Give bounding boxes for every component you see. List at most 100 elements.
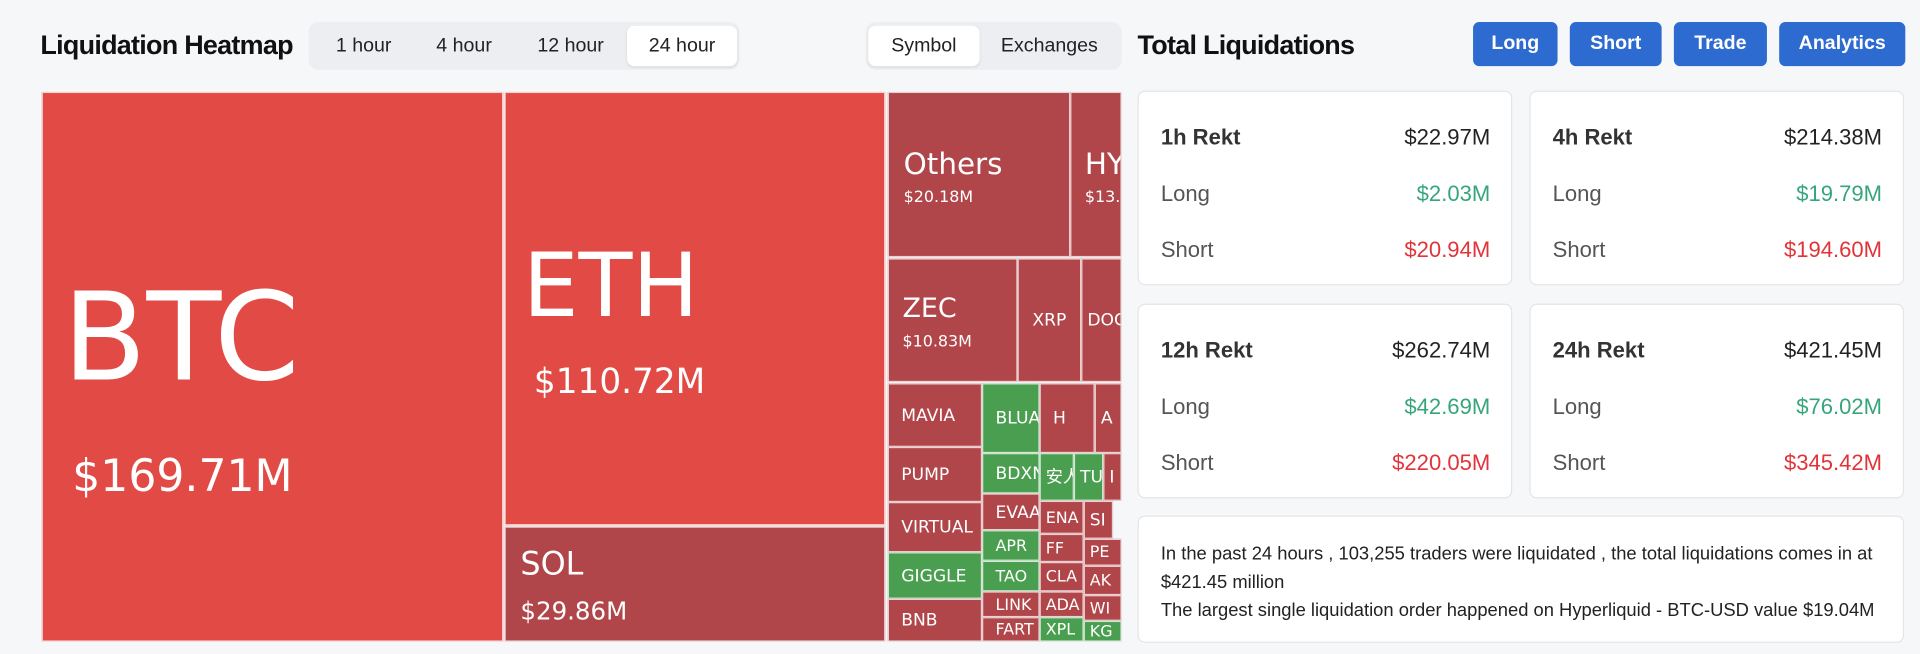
tile-symbol: 安人	[1045, 467, 1073, 488]
tile-symbol: LINK	[995, 595, 1032, 615]
tile-symbol: SI	[1089, 510, 1106, 531]
tile-symbol: BDXN	[995, 464, 1039, 484]
heatmap-tile[interactable]: FF	[1039, 533, 1084, 563]
short-label: Short	[1160, 237, 1214, 263]
heatmap-tile[interactable]: FART	[982, 617, 1040, 642]
tile-symbol: MAVIA	[901, 406, 956, 426]
heatmap-tile[interactable]: ETH $110.72M	[504, 91, 886, 526]
heatmap-tile[interactable]: ENA	[1039, 500, 1084, 534]
totals-title: Total Liquidations	[1137, 29, 1355, 61]
long-value: $19.79M	[1796, 181, 1883, 206]
heatmap-tile[interactable]: LINK	[982, 591, 1040, 618]
heatmap-tile[interactable]: BDXN	[982, 453, 1040, 494]
tile-symbol: PE	[1089, 543, 1110, 563]
heatmap-tile[interactable]: DOG	[1081, 258, 1122, 383]
card-total: $22.97M	[1404, 124, 1491, 150]
time-tab[interactable]: 12 hour	[537, 35, 604, 57]
tile-symbol: TAO	[995, 567, 1028, 587]
heatmap-tile[interactable]: WI	[1083, 595, 1122, 621]
long-label: Long	[1160, 394, 1210, 419]
tile-value: $20.18M	[903, 188, 974, 208]
heatmap-tile[interactable]: PUMP	[887, 446, 983, 503]
tile-symbol: GIGGLE	[901, 566, 967, 587]
card-total: $214.38M	[1784, 124, 1883, 150]
heatmap-tile[interactable]: CLA	[1039, 562, 1084, 592]
nav-button[interactable]: Long	[1473, 22, 1558, 67]
nav-button[interactable]: Analytics	[1779, 22, 1906, 67]
card-total: $421.45M	[1784, 337, 1883, 363]
card-title: 12h Rekt	[1160, 337, 1253, 363]
time-tab[interactable]: 4 hour	[436, 35, 492, 57]
tile-symbol: BTC	[62, 265, 300, 409]
heatmap-tile[interactable]: BTC $169.71M	[41, 91, 504, 642]
view-tabs: Symbol Exchanges	[865, 22, 1122, 70]
short-value: $220.05M	[1392, 450, 1491, 476]
tile-symbol: VIRTUAL	[901, 518, 973, 538]
heatmap-tile[interactable]: GIGGLE	[887, 552, 983, 599]
nav-button[interactable]: Trade	[1673, 22, 1767, 67]
short-value: $194.60M	[1784, 237, 1883, 263]
heatmap-tile[interactable]: MAVIA	[887, 383, 983, 447]
tile-symbol: ADA	[1045, 595, 1080, 615]
nav-button[interactable]: Short	[1569, 22, 1662, 67]
heatmap: BTC $169.71M ETH $110.72M SOL $29.86M Others $2…	[41, 91, 1122, 642]
tile-symbol: CLA	[1045, 568, 1077, 587]
long-label: Long	[1552, 394, 1602, 419]
long-value: $76.02M	[1796, 394, 1883, 419]
rekt-card: 12h Rekt $262.74M Long $42.69M Short $220.05M	[1137, 303, 1513, 499]
summary-line: The largest single liquidation order hap…	[1160, 600, 1875, 621]
tile-value: $169.71M	[72, 452, 293, 503]
tile-symbol: ETH	[522, 233, 699, 337]
tile-symbol: FF	[1045, 539, 1065, 558]
tile-symbol: BLUAI	[995, 409, 1040, 429]
heatmap-tile[interactable]: ADA	[1039, 591, 1084, 618]
heatmap-tile[interactable]: TAO	[982, 560, 1040, 592]
short-value: $20.94M	[1404, 237, 1491, 263]
heatmap-tile[interactable]: PE	[1083, 538, 1122, 566]
heatmap-tile[interactable]: A	[1094, 383, 1122, 454]
heatmap-tile[interactable]: EVAA	[982, 493, 1040, 531]
card-title: 24h Rekt	[1552, 337, 1645, 363]
tile-symbol: XPL	[1045, 621, 1076, 640]
tile-symbol: HY	[1084, 146, 1122, 181]
heatmap-tile[interactable]: I	[1103, 453, 1122, 501]
time-tabs: 1 hour 4 hour 12 hour 24 hour	[308, 22, 740, 70]
heatmap-tile[interactable]: SI	[1083, 500, 1114, 539]
heatmap-tile[interactable]: 安人	[1039, 453, 1074, 501]
heatmap-tile[interactable]: BNB	[887, 598, 983, 642]
time-tab[interactable]: 1 hour	[335, 35, 392, 57]
heatmap-tile[interactable]: AK	[1083, 565, 1122, 596]
tile-value: $110.72M	[533, 361, 706, 402]
heatmap-tile[interactable]: SOL $29.86M	[504, 526, 886, 642]
tile-symbol: Others	[903, 146, 1003, 181]
heatmap-tile[interactable]: ZEC $10.83M	[887, 258, 1018, 383]
tile-symbol: SOL	[520, 546, 584, 584]
heatmap-tile[interactable]: XRP	[1017, 258, 1082, 383]
time-tab[interactable]: 24 hour	[626, 25, 738, 67]
heatmap-tile[interactable]: BLUAI	[982, 383, 1040, 454]
view-tab[interactable]: Symbol	[868, 25, 980, 67]
heatmap-tile[interactable]: HY $13.3	[1070, 91, 1122, 258]
rekt-card: 1h Rekt $22.97M Long $2.03M Short $20.94M	[1137, 90, 1513, 286]
heatmap-tile[interactable]: TU	[1073, 453, 1104, 501]
heatmap-tile[interactable]: H	[1039, 383, 1095, 454]
tile-symbol: FART	[995, 621, 1034, 640]
rekt-card: 4h Rekt $214.38M Long $19.79M Short $194.60M	[1529, 90, 1905, 286]
view-tab[interactable]: Exchanges	[1000, 35, 1098, 57]
long-value: $42.69M	[1404, 394, 1491, 419]
tile-symbol: ENA	[1045, 509, 1079, 528]
tile-symbol: WI	[1089, 599, 1111, 618]
tile-symbol: XRP	[1032, 311, 1067, 331]
tile-symbol: ZEC	[902, 293, 957, 325]
card-title: 1h Rekt	[1160, 124, 1241, 150]
tile-symbol: TU	[1080, 467, 1104, 488]
heatmap-tile[interactable]: VIRTUAL	[887, 502, 983, 553]
tile-symbol: AK	[1089, 572, 1112, 591]
short-label: Short	[1552, 450, 1606, 476]
heatmap-tile[interactable]: XPL	[1039, 617, 1084, 642]
heatmap-tile[interactable]: APR	[982, 530, 1040, 561]
heatmap-tile[interactable]: KG	[1083, 620, 1122, 642]
heatmap-tile[interactable]: Others $20.18M	[887, 91, 1071, 258]
heatmap-title: Liquidation Heatmap	[40, 29, 293, 61]
